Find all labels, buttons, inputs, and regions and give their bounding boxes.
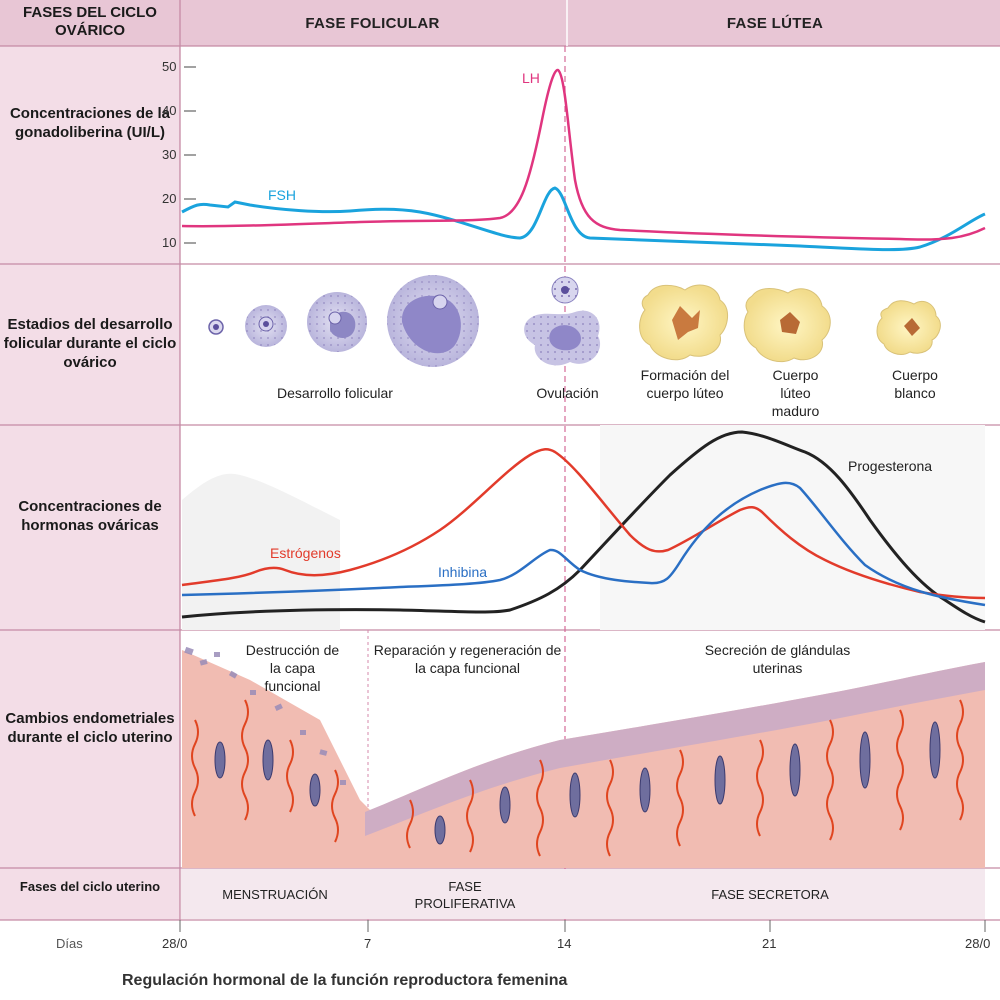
phase-follicular-heading: FASE FOLICULAR [305,14,440,32]
phase-proliferative: FASE PROLIFERATIVA [414,879,516,911]
day-tick-28: 28/0 [965,936,991,951]
luteal-bg-shade [600,425,985,630]
gonado-row-label: Concentraciones de la gonadoliberina (UI… [9,105,171,141]
endometrium-illustration [182,646,985,868]
day-tick-21: 21 [762,936,777,951]
uterine-phases-row-label: Fases del ciclo uterino [19,879,161,894]
figure-caption: Regulación hormonal de la función reprod… [122,972,568,989]
day-tick-7: 7 [364,936,372,951]
y-tick-40: 40 [162,103,177,118]
caption-repair: Reparación y regeneración de la capa fun… [373,642,562,676]
phase-menstruation: MENSTRUACIÓN [222,887,328,902]
endometrium-row-label: Cambios endometriales durante el ciclo u… [5,710,175,746]
phase-luteal-heading: FASE LÚTEA [726,14,824,32]
fsh-curve [181,186,986,252]
progesterone-curve [181,430,986,624]
progesterone-label: Progesterona [848,458,933,474]
days-axis-label: Días [56,936,83,951]
caption-secretion: Secreción de glándulas uterinas [704,642,851,676]
fsh-label: FSH [268,187,296,203]
uterine-phase-band [181,869,985,919]
y-tick-20: 20 [162,191,177,206]
caption-corpus-albicans: Cuerpo blanco [892,367,938,401]
inhibin-label: Inhibina [438,564,488,580]
day-axis-ticks [179,920,986,932]
caption-ovulation: Ovulación [536,385,599,401]
y-tick-10: 10 [162,235,177,250]
caption-destruction: Destrucción de la capa funcional [245,642,340,694]
lh-curve [181,68,986,241]
caption-corpus-formation: Formación del cuerpo lúteo [640,367,730,401]
gonado-y-ticks [184,66,196,244]
left-label-column [0,0,180,920]
inhibin-curve [181,481,986,607]
lh-label: LH [522,70,540,86]
corner-title: FASES DEL CICLO OVÁRICO [23,4,157,39]
estrogen-curve [181,448,986,600]
day-tick-0: 28/0 [162,936,188,951]
estrogen-label: Estrógenos [270,545,341,561]
follicle-illustrations [208,275,941,367]
caption-follicular-development: Desarrollo folicular [277,385,393,401]
caption-corpus-mature: Cuerpo lúteo maduro [771,367,820,419]
y-tick-50: 50 [162,59,177,74]
follicle-row-label: Estadios del desarrollo folicular durant… [3,316,177,371]
header-bar [0,0,1000,46]
phase-secretory: FASE SECRETORA [711,887,829,902]
ovarian-row-label: Concentraciones de hormonas ováricas [18,498,162,534]
y-tick-30: 30 [162,147,177,162]
day-tick-14: 14 [557,936,572,951]
